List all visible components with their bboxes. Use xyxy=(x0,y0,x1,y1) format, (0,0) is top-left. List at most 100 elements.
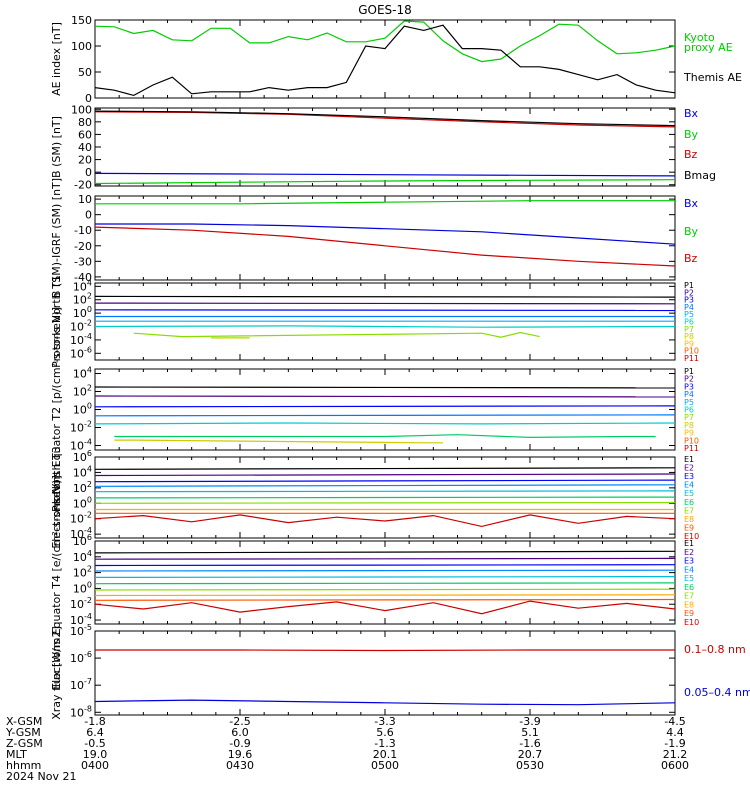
bottom-row-label: MLT xyxy=(6,748,27,761)
y-tick-label: 104 xyxy=(73,549,92,564)
y-tick-label: 104 xyxy=(73,464,92,479)
series-line-p4 xyxy=(94,414,676,417)
legend-item: P3 xyxy=(684,296,694,305)
legend-item: P1 xyxy=(684,281,694,290)
plot-title: GOES-18 xyxy=(358,3,412,17)
bottom-axis-value: -4.5 xyxy=(664,715,685,728)
panel-3: -40 -30 -20 -10 0 10 B (SM)-IGRF (SM) [nT] Bx By… xyxy=(50,178,699,298)
series-line-e1 xyxy=(94,550,676,554)
series-line-e10 xyxy=(94,514,676,528)
bottom-axis-value: -1.6 xyxy=(519,737,540,750)
y-tick-label: 0 xyxy=(85,166,92,179)
legend-item: P9 xyxy=(684,429,694,438)
panel-frame xyxy=(94,195,676,281)
legend-item: E4 xyxy=(684,481,694,490)
legend: Bx By Bz xyxy=(684,197,699,265)
legend-item: P6 xyxy=(684,406,694,415)
legend-item: E6 xyxy=(684,498,694,507)
series-line-p2 xyxy=(94,302,676,305)
series-line-e3 xyxy=(94,479,676,483)
y-tick-label: 106 xyxy=(73,533,92,548)
series-line-bx xyxy=(94,172,676,177)
series-line-bmag xyxy=(94,110,676,127)
y-axis-label: Protons Equator T2 [p/(cm²-s-sr-keV)] xyxy=(50,307,63,512)
legend-item: E9 xyxy=(684,523,694,532)
y-tick-label: 100 xyxy=(71,40,92,53)
legend-item: P5 xyxy=(684,310,694,319)
legend-item: Bz xyxy=(684,252,698,265)
legend-item: P9 xyxy=(684,339,694,348)
legend-item: P1 xyxy=(684,367,694,376)
legend-item: E8 xyxy=(684,600,694,609)
y-tick-label: 100 xyxy=(71,103,92,116)
bottom-axis-value: 6.4 xyxy=(86,726,104,739)
legend-item: Bz xyxy=(684,148,698,161)
bottom-row-label: Z-GSM xyxy=(6,737,43,750)
legend-item: E7 xyxy=(684,506,694,515)
bottom-axis-value: -1.9 xyxy=(664,737,685,750)
bottom-axis-value: 20.1 xyxy=(373,748,398,761)
y-tick-label: 0 xyxy=(85,209,92,222)
legend-item: E8 xyxy=(684,515,694,524)
legend-item: Bx xyxy=(684,197,699,210)
legend-item: 0.05–0.4 nm xyxy=(684,686,750,699)
series-line-p7 xyxy=(114,439,443,444)
y-axis-label: B (SM)-IGRF (SM) [nT] xyxy=(50,178,63,298)
y-tick-label: -20 xyxy=(74,179,92,192)
y-axis-label: Electrons Equator T4 [e/(cm²-s-sr-keV)] xyxy=(50,475,63,690)
legend-item: proxy AE xyxy=(684,41,733,54)
y-tick-label: -30 xyxy=(74,255,92,268)
bottom-row-label: Y-GSM xyxy=(5,726,41,739)
series-line-bz xyxy=(94,226,676,267)
legend-item: Themis AE xyxy=(683,71,742,84)
legend-item: P11 xyxy=(684,444,699,453)
bottom-axis-value: 0600 xyxy=(661,759,689,772)
legend-item: E2 xyxy=(684,464,694,473)
y-tick-label: -10 xyxy=(74,224,92,237)
y-tick-label: -40 xyxy=(74,271,92,284)
series-line-e7 xyxy=(94,588,676,591)
bottom-axis-value: 5.6 xyxy=(376,726,394,739)
legend-item: E2 xyxy=(684,548,694,557)
y-axis-label: B (SM) [nT] xyxy=(50,116,63,178)
legend-item: E10 xyxy=(684,618,699,627)
legend-item: P4 xyxy=(684,390,694,399)
y-tick-label: 0 xyxy=(85,92,92,105)
y-tick-label: 80 xyxy=(78,116,92,129)
y-tick-label: 10-6 xyxy=(70,650,92,665)
bottom-axis-value: 19.0 xyxy=(83,748,108,761)
legend-item: E3 xyxy=(684,557,694,566)
bottom-axis-value: 0500 xyxy=(371,759,399,772)
legend-item: P11 xyxy=(684,354,699,363)
y-tick-label: 60 xyxy=(78,128,92,141)
date-label: 2024 Nov 21 xyxy=(6,770,76,783)
legend-item: E5 xyxy=(684,574,694,583)
legend-item: Kyoto xyxy=(684,31,715,44)
series-line-0-05-0-4-nm xyxy=(94,699,676,706)
y-tick-label: 10-2 xyxy=(70,511,92,526)
legend-item: E7 xyxy=(684,592,694,601)
legend-item: Bx xyxy=(684,107,699,120)
legend-item: P10 xyxy=(684,436,699,445)
y-axis-label: Electrons North T3 xyxy=(50,446,63,548)
bottom-row-label: hhmm xyxy=(6,759,41,772)
series-line-e9 xyxy=(94,598,676,601)
legend: Bx By Bz Bmag xyxy=(684,107,716,182)
y-tick-label: 40 xyxy=(78,141,92,154)
legend-item: E1 xyxy=(684,539,694,548)
series-line-e4 xyxy=(94,484,676,487)
series-line-p3 xyxy=(94,309,676,312)
bottom-axis-value: 5.1 xyxy=(521,726,539,739)
series-line-e6 xyxy=(94,496,676,499)
y-tick-label: 100 xyxy=(73,495,92,510)
bottom-axis-value: -3.3 xyxy=(374,715,395,728)
y-axis-label: Protons North T1 xyxy=(50,275,63,368)
series-line-e8 xyxy=(94,594,676,597)
y-tick-label: -20 xyxy=(74,240,92,253)
